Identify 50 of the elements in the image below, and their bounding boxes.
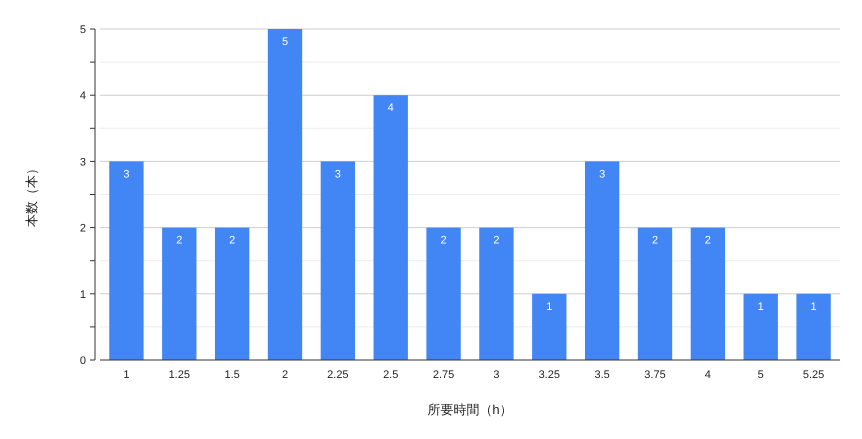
- bar: [479, 228, 514, 360]
- x-tick-label: 2: [282, 369, 288, 381]
- data-label: 4: [388, 102, 394, 114]
- y-tick-label: 3: [80, 156, 86, 168]
- bar: [109, 161, 144, 360]
- bar: [320, 161, 356, 360]
- x-tick-label: 5: [758, 369, 764, 381]
- bar: [532, 294, 566, 360]
- y-tick-label: 1: [80, 288, 86, 301]
- x-tick-label: 3.5: [594, 369, 610, 381]
- x-tick-label: 2.75: [432, 369, 454, 381]
- y-axis-title: 本数（本）: [24, 162, 39, 227]
- bar: [796, 294, 831, 360]
- bar: [374, 95, 408, 360]
- y-tick-label: 4: [80, 90, 86, 102]
- x-axis-title: 所要時間（h）: [427, 402, 513, 417]
- x-tick-label: 1.5: [224, 369, 240, 381]
- y-tick-label: 2: [80, 222, 86, 235]
- data-label: 3: [123, 168, 130, 180]
- y-tick-label: 0: [80, 355, 86, 367]
- x-tick-label: 4: [704, 369, 711, 381]
- bar: [744, 294, 778, 360]
- bar: [690, 228, 726, 360]
- data-label: 2: [493, 234, 500, 247]
- data-label: 1: [810, 300, 817, 313]
- bar: [584, 161, 620, 360]
- data-label: 5: [282, 36, 288, 48]
- x-tick-label: 3: [493, 369, 500, 381]
- x-tick-label: 2.5: [383, 369, 398, 381]
- x-tick-label: 3.25: [538, 369, 560, 381]
- data-label: 1: [758, 300, 764, 313]
- x-tick-label: 3.75: [644, 369, 666, 381]
- data-label: 2: [229, 234, 236, 247]
- data-label: 2: [176, 234, 182, 247]
- x-tick-label: 2.25: [327, 369, 349, 381]
- bar: [426, 228, 461, 360]
- data-label: 3: [599, 168, 606, 180]
- x-tick-label: 1.25: [168, 369, 190, 381]
- data-label: 3: [334, 168, 341, 180]
- x-tick-label: 1: [123, 369, 130, 381]
- y-tick-label: 5: [80, 24, 86, 36]
- bar: [214, 228, 250, 360]
- bar: [162, 228, 196, 360]
- bar: [268, 29, 302, 360]
- data-label: 2: [440, 234, 447, 247]
- data-label: 1: [546, 300, 552, 313]
- data-label: 2: [652, 234, 658, 247]
- x-tick-label: 5.25: [802, 369, 824, 381]
- bar: [638, 228, 672, 360]
- data-label: 2: [704, 234, 711, 247]
